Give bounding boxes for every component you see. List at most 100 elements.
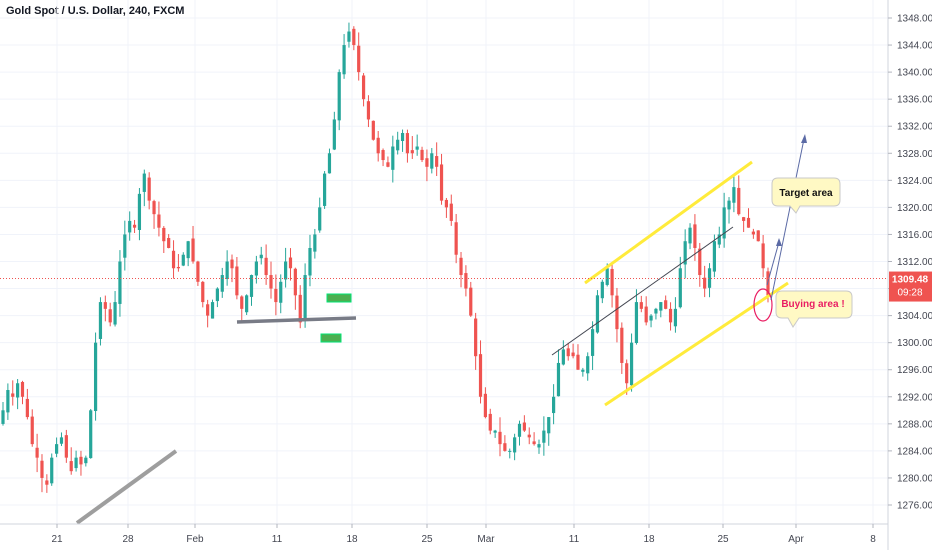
candle (532, 432, 536, 446)
candle (308, 234, 312, 287)
candle (430, 148, 434, 174)
candle (25, 388, 29, 420)
y-tick-label: 1324.00 (897, 176, 932, 187)
candle (415, 134, 419, 156)
candle (284, 247, 288, 288)
x-tick-label: Feb (186, 534, 204, 545)
candles (1, 22, 770, 493)
candle (123, 220, 127, 271)
candle (717, 226, 721, 249)
candle (113, 291, 117, 327)
y-tick-label: 1316.00 (897, 230, 932, 241)
candle (162, 226, 166, 254)
candle (64, 429, 68, 463)
candle (552, 384, 556, 425)
candle (542, 416, 546, 456)
candle (556, 349, 561, 397)
y-tick-label: 1304.00 (897, 311, 932, 322)
candle (210, 299, 215, 319)
candle (35, 433, 39, 473)
candle (371, 120, 375, 141)
candle (517, 420, 522, 446)
candle (176, 254, 181, 272)
y-tick-label: 1332.00 (897, 122, 932, 133)
candle (249, 274, 254, 306)
candle (595, 290, 600, 334)
grid (0, 0, 888, 524)
arrow-long-line (770, 138, 805, 301)
candle (20, 380, 25, 405)
candle (59, 432, 64, 447)
candle (678, 256, 682, 309)
candle (357, 32, 361, 81)
candle (132, 219, 137, 234)
x-tick-label: 21 (51, 534, 63, 545)
candle (483, 387, 487, 419)
candle (288, 248, 293, 281)
candle (571, 343, 575, 359)
candle (664, 295, 668, 310)
x-tick-label: 25 (717, 534, 729, 545)
candle (79, 450, 83, 476)
candle (629, 333, 634, 392)
channel-mid-line (551, 226, 734, 356)
candle (561, 340, 565, 366)
candle (337, 69, 341, 131)
x-tick-label: Apr (788, 534, 804, 545)
candle (590, 321, 595, 370)
candle (235, 256, 239, 300)
candle (54, 437, 59, 458)
candle (746, 208, 751, 228)
candle (303, 263, 307, 328)
x-tick-label: 18 (643, 534, 655, 545)
candle (586, 352, 590, 381)
candle (400, 129, 405, 152)
candle (410, 136, 414, 159)
candle (167, 234, 171, 249)
candle (293, 267, 297, 310)
candle (668, 302, 673, 331)
candle (649, 314, 653, 328)
y-tick-label: 1312.00 (897, 257, 932, 268)
y-tick-label: 1280.00 (897, 473, 932, 484)
candle (50, 453, 54, 486)
candle (11, 380, 15, 406)
candle (761, 235, 765, 278)
candle (245, 294, 249, 316)
candle (493, 429, 497, 438)
candle (654, 307, 658, 320)
channel-upper-line (584, 160, 753, 285)
x-axis: 21 28 Feb 11 18 25 Mar 11 18 25 Apr 8 (0, 523, 888, 545)
x-tick-label: 18 (346, 534, 358, 545)
candle (425, 149, 429, 182)
candle (30, 409, 34, 447)
candle (547, 417, 551, 446)
candle (347, 22, 351, 48)
candle (269, 261, 273, 299)
candle (69, 447, 73, 475)
green-marker-bottom (320, 333, 342, 343)
x-tick-label: Mar (477, 534, 495, 545)
candle (366, 95, 371, 128)
candle (6, 383, 10, 420)
candle (498, 417, 502, 457)
candle (98, 297, 103, 346)
y-tick-label: 1300.00 (897, 338, 932, 349)
candle (259, 246, 263, 265)
x-tick-label: 28 (122, 534, 134, 545)
candle (40, 454, 44, 493)
candle (225, 250, 229, 286)
candle (444, 197, 449, 218)
y-tick-label: 1292.00 (897, 392, 932, 403)
candle (147, 172, 151, 210)
candle (537, 439, 541, 454)
candle (727, 197, 731, 224)
candle (737, 175, 741, 216)
candle (508, 448, 512, 459)
x-tick-label: 11 (272, 534, 283, 545)
candle (396, 131, 400, 155)
channel-lower-line (604, 281, 789, 407)
drawings: Target area Buying area ! (75, 134, 853, 525)
candle (474, 312, 478, 370)
